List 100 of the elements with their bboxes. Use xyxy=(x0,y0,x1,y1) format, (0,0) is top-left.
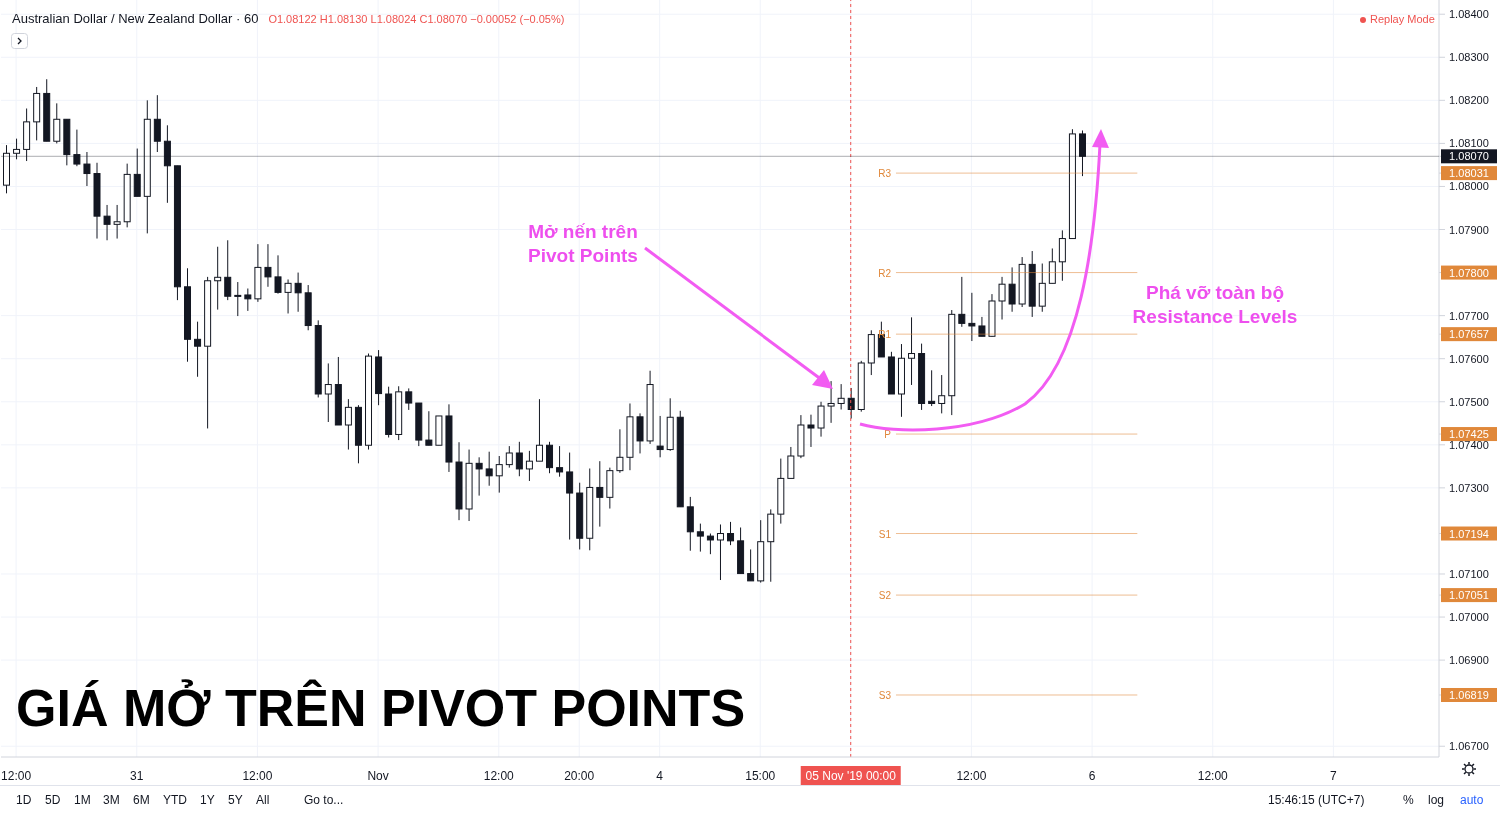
candlestick xyxy=(928,369,936,407)
text: log xyxy=(1428,793,1445,807)
candlestick xyxy=(807,414,815,448)
candlestick xyxy=(485,451,493,487)
y-tick-label: 1.07657 xyxy=(1449,328,1489,341)
y-tick-label: 1.07800 xyxy=(1449,266,1489,279)
x-tick-label: 05 Nov '19 00:00 xyxy=(805,769,897,783)
candlestick xyxy=(656,415,664,458)
x-tick-label: Nov xyxy=(367,769,389,783)
candlestick xyxy=(938,374,946,414)
candlestick xyxy=(324,362,332,423)
y-tick-label: 1.08070 xyxy=(1449,150,1489,163)
y-tick-label: 1.08400 xyxy=(1449,8,1489,21)
ref-line-label: R2 xyxy=(878,267,892,279)
candlestick xyxy=(696,523,704,553)
text: Go to... xyxy=(304,793,344,807)
candlestick xyxy=(706,533,714,555)
text: 5D xyxy=(45,793,61,807)
y-tick-label: 1.07600 xyxy=(1449,352,1489,365)
text: auto xyxy=(1460,793,1484,807)
y-tick-label: 1.07194 xyxy=(1449,527,1489,540)
candlestick xyxy=(83,151,91,187)
candlestick xyxy=(1008,266,1016,313)
candlestick xyxy=(264,243,272,288)
candlestick xyxy=(827,380,835,424)
candlestick xyxy=(596,460,604,528)
candlestick xyxy=(556,445,564,478)
candlestick xyxy=(495,455,503,494)
candlestick xyxy=(616,428,624,474)
annotation: Mở nến trên Pivot Points xyxy=(527,220,639,268)
candlestick xyxy=(344,398,352,451)
candlestick xyxy=(13,138,21,160)
candlestick xyxy=(194,321,202,378)
candlestick xyxy=(284,278,292,314)
text: 1M xyxy=(74,793,91,807)
x-tick-label: 12:00 xyxy=(1,769,32,783)
candlestick xyxy=(1058,229,1066,282)
candlestick xyxy=(475,456,483,497)
y-tick-label: 1.08300 xyxy=(1449,51,1489,64)
candlestick xyxy=(234,281,242,317)
candlestick xyxy=(73,129,81,167)
candlestick xyxy=(214,246,222,311)
ref-line-label: S2 xyxy=(878,590,892,602)
y-tick-label: 1.08100 xyxy=(1449,137,1489,150)
candlestick xyxy=(847,387,855,420)
text: 5Y xyxy=(228,793,243,807)
y-tick-label: 1.07400 xyxy=(1449,438,1489,451)
candlestick xyxy=(525,450,533,482)
y-tick-label: 1.06700 xyxy=(1449,740,1489,753)
x-tick-label: 4 xyxy=(656,769,664,783)
candlestick xyxy=(405,387,413,411)
candlestick xyxy=(153,94,161,153)
x-tick-label: 7 xyxy=(1330,769,1338,783)
candlestick xyxy=(133,148,141,197)
x-tick-label: 20:00 xyxy=(564,769,595,783)
candlestick xyxy=(747,548,755,582)
y-tick-label: 1.07000 xyxy=(1449,611,1489,624)
candlestick xyxy=(958,276,966,328)
candlestick xyxy=(978,316,986,337)
x-tick-label: 31 xyxy=(130,769,144,783)
x-tick-label: 12:00 xyxy=(242,769,273,783)
x-tick-label: 12:00 xyxy=(1197,769,1229,783)
y-tick-label: 1.08031 xyxy=(1449,167,1489,180)
y-tick-label: 1.07700 xyxy=(1449,309,1489,322)
candlestick xyxy=(1078,129,1086,177)
candlestick xyxy=(727,521,735,546)
candlestick xyxy=(998,276,1006,321)
y-tick-label: 1.07900 xyxy=(1449,223,1489,236)
text: 15:46:15 (UTC+7) xyxy=(1268,793,1365,807)
ref-line-label: S3 xyxy=(878,689,892,701)
x-tick-label: 15:00 xyxy=(745,769,776,783)
candlestick xyxy=(716,523,724,581)
annotation: GIÁ MỞ TRÊN PIVOT POINTS xyxy=(16,678,746,739)
y-tick-label: 1.08200 xyxy=(1449,94,1489,107)
x-tick-label: 12:00 xyxy=(483,769,515,783)
candlestick xyxy=(515,441,523,477)
candlestick xyxy=(1038,263,1046,313)
candlestick xyxy=(908,316,916,386)
y-tick-label: 1.08000 xyxy=(1449,180,1489,193)
candlestick xyxy=(425,410,433,446)
text: O1.08122 H1.08130 L1.08024 C1.08070 −0.00052 (−0.05%) xyxy=(268,13,565,25)
text: 1Y xyxy=(200,793,215,807)
y-tick-label: 1.07051 xyxy=(1449,589,1489,602)
text: All xyxy=(256,793,270,807)
candlestick xyxy=(546,441,554,474)
candlestick xyxy=(535,398,543,462)
ref-line-label: S1 xyxy=(878,528,892,540)
x-tick-label: 12:00 xyxy=(956,769,987,783)
candlestick xyxy=(1048,247,1056,284)
candlestick xyxy=(113,204,121,240)
y-tick-label: 1.06900 xyxy=(1449,654,1489,667)
y-tick-label: 1.07500 xyxy=(1449,395,1489,408)
text: Australian Dollar / New Zealand Dollar · 60 xyxy=(12,11,259,26)
y-tick-label: 1.07300 xyxy=(1449,481,1489,494)
candlestick xyxy=(566,452,574,541)
candlestick xyxy=(787,446,795,479)
candlestick xyxy=(53,102,61,144)
text: YTD xyxy=(163,793,187,807)
annotation: Replay Mode xyxy=(1370,13,1435,27)
candlestick xyxy=(837,383,845,410)
